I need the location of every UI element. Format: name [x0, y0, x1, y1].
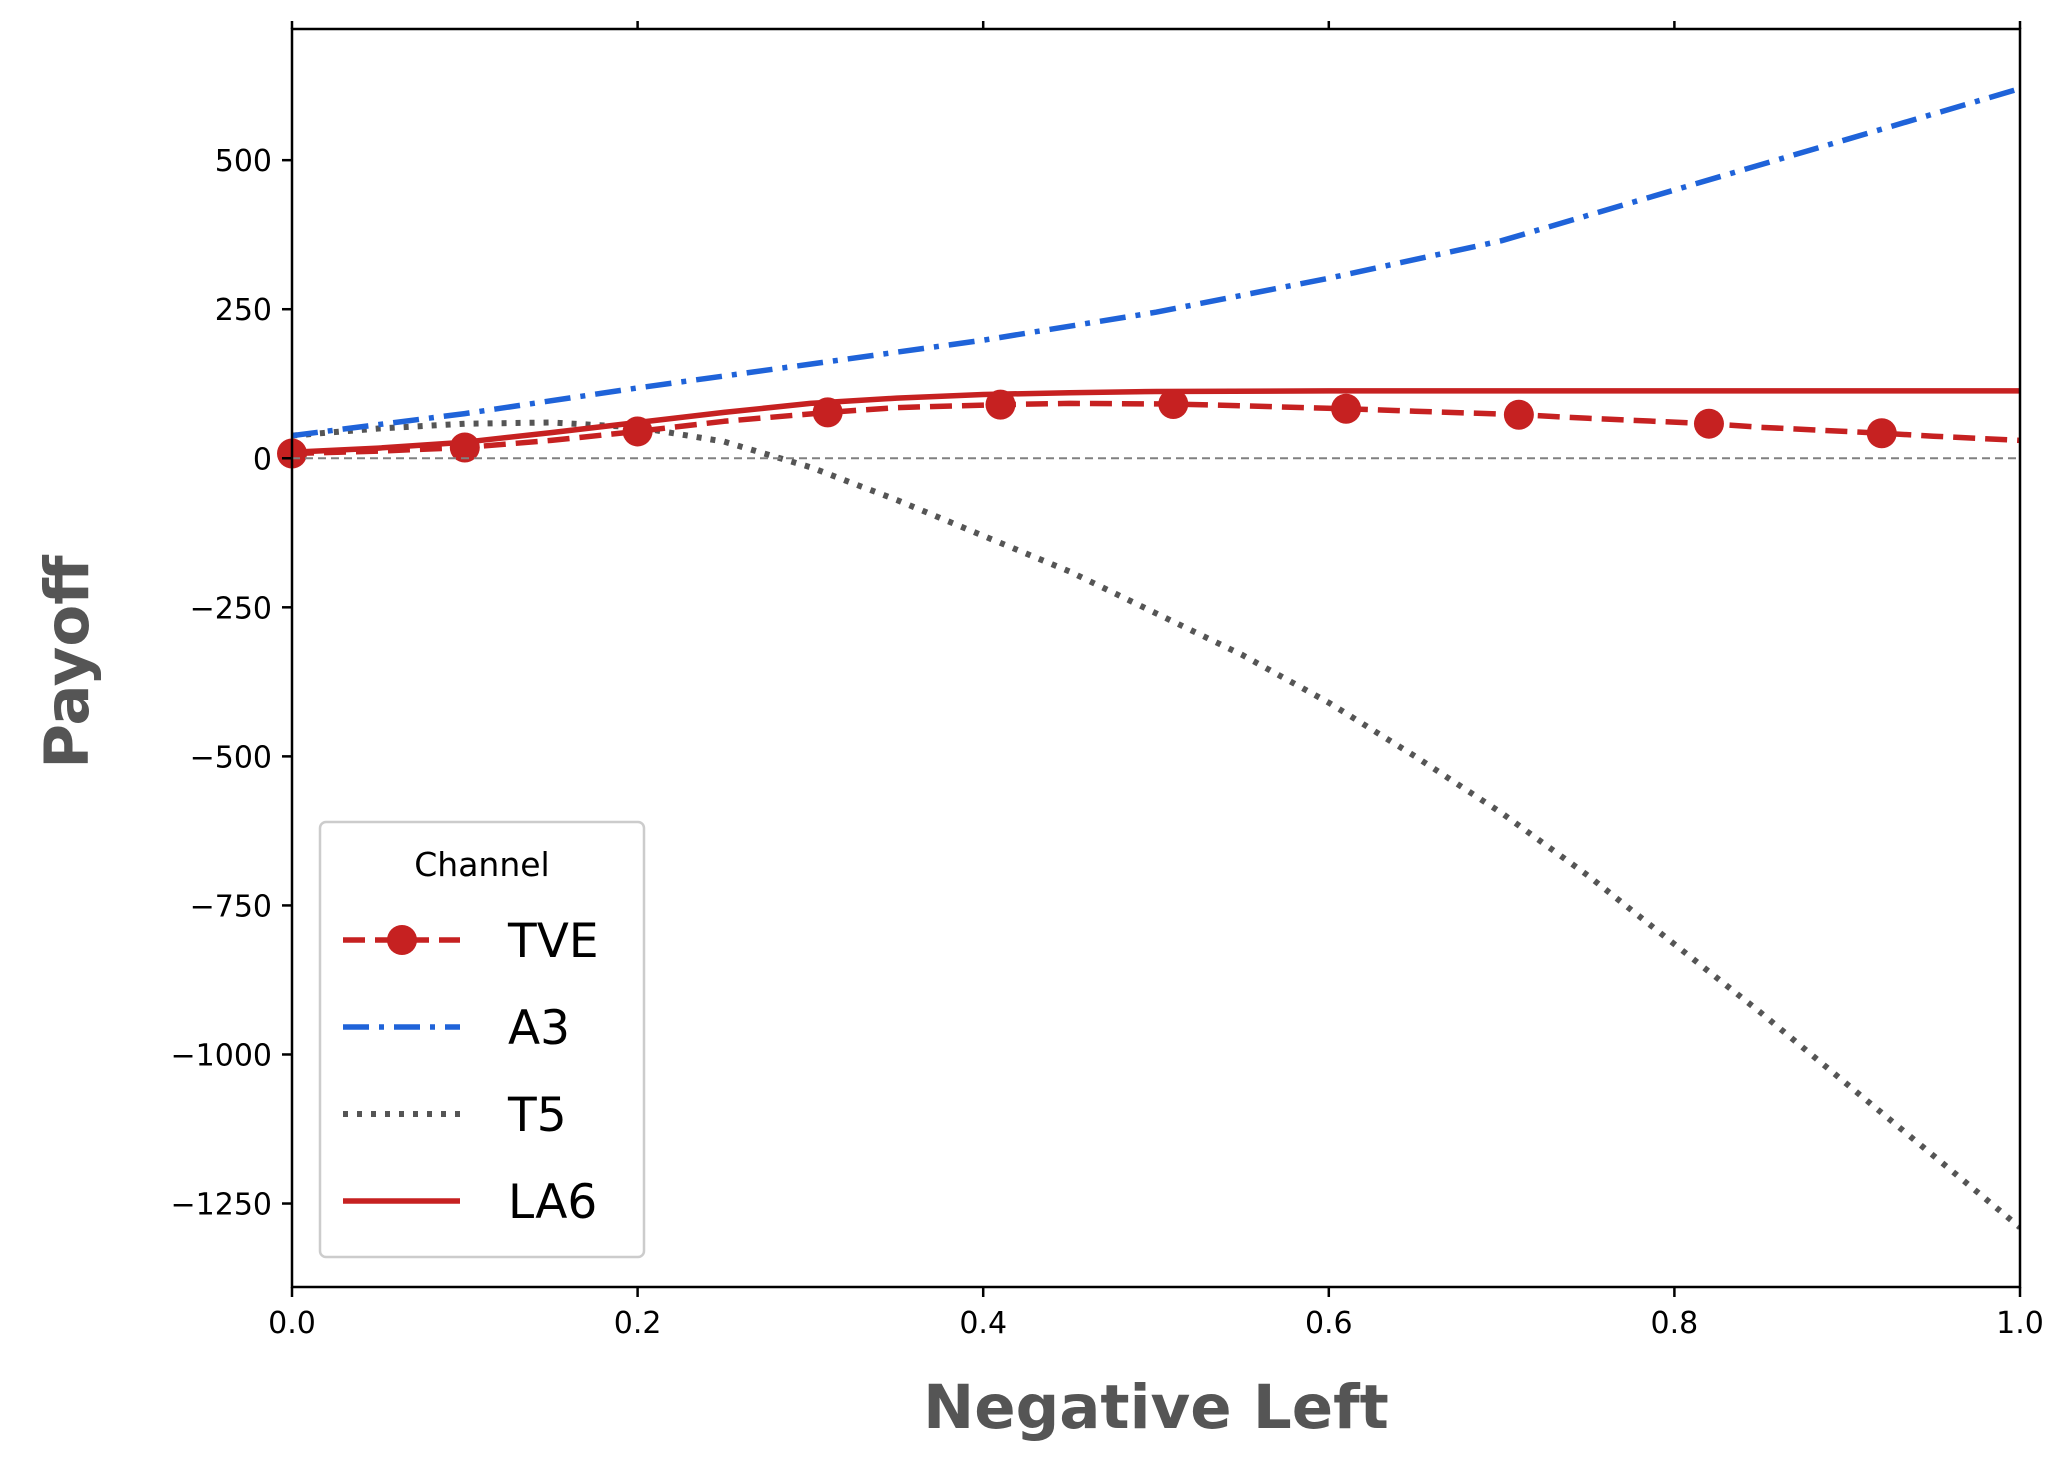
y-axis-title: Payoff	[32, 555, 103, 769]
series-line-la6	[292, 388, 2020, 456]
y-tick-label: 500	[215, 144, 272, 179]
y-tick-label: −1000	[171, 1038, 272, 1073]
series-marker-tve	[1331, 393, 1362, 424]
series-marker-tve	[622, 416, 653, 447]
series-marker-tve	[812, 397, 843, 428]
x-tick-label: 0.6	[1305, 1306, 1353, 1341]
legend-label-tve: TVE	[507, 914, 599, 969]
legend-marker-tve	[387, 925, 417, 955]
legend-label-a3: A3	[508, 1001, 570, 1056]
y-tick-label: 0	[253, 442, 272, 477]
x-axis-title: Negative Left	[923, 1372, 1389, 1443]
series-marker-tve	[1158, 389, 1189, 420]
y-tick-label: −750	[190, 889, 272, 924]
plot-frame	[290, 27, 2022, 1289]
x-tick-label: 0.0	[268, 1306, 316, 1341]
series-marker-tve	[1866, 418, 1897, 449]
legend: Channel TVE A3 T5 LA6	[318, 820, 646, 1259]
y-tick-label: 250	[215, 293, 272, 328]
legend-label-la6: LA6	[508, 1175, 597, 1230]
series-marker-tve	[985, 389, 1016, 420]
legend-title: Channel	[414, 845, 549, 884]
legend-label-t5: T5	[507, 1088, 567, 1143]
series-marker-tve	[449, 432, 480, 463]
series-line-tve	[292, 400, 2020, 457]
series-marker-tve	[1503, 399, 1534, 430]
series-layer	[277, 85, 2020, 1230]
series-line-a3	[292, 85, 2020, 439]
x-tick-label: 0.8	[1651, 1306, 1699, 1341]
y-tick-label: −250	[190, 591, 272, 626]
x-tick-label: 0.4	[959, 1306, 1007, 1341]
ticks-layer: 0.0 0.2 0.4 0.6 0.8 1.0 500 250 0 −250 −500 −750 −10…	[171, 21, 2044, 1341]
series-marker-tve	[1693, 408, 1724, 439]
series-line-t5	[292, 419, 2020, 1230]
y-tick-label: −500	[190, 740, 272, 775]
x-tick-label: 1.0	[1996, 1306, 2044, 1341]
y-tick-label: −1250	[171, 1188, 272, 1223]
legend-items: TVE A3 T5 LA6	[343, 914, 599, 1230]
x-tick-label: 0.2	[614, 1306, 662, 1341]
